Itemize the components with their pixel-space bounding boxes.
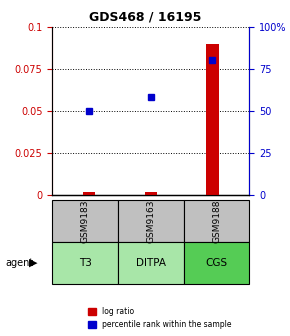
Bar [206,44,219,195]
Text: GDS468 / 16195: GDS468 / 16195 [89,10,201,23]
Text: CGS: CGS [206,258,228,268]
Text: GSM9188: GSM9188 [212,199,221,243]
Text: DITPA: DITPA [136,258,166,268]
Text: ▶: ▶ [29,258,38,268]
Text: GSM9163: GSM9163 [146,199,155,243]
Text: GSM9183: GSM9183 [81,199,90,243]
Text: agent: agent [6,258,34,268]
Bar [145,192,157,195]
Legend: log ratio, percentile rank within the sample: log ratio, percentile rank within the sa… [85,304,234,332]
Bar [83,192,95,195]
Text: T3: T3 [79,258,92,268]
